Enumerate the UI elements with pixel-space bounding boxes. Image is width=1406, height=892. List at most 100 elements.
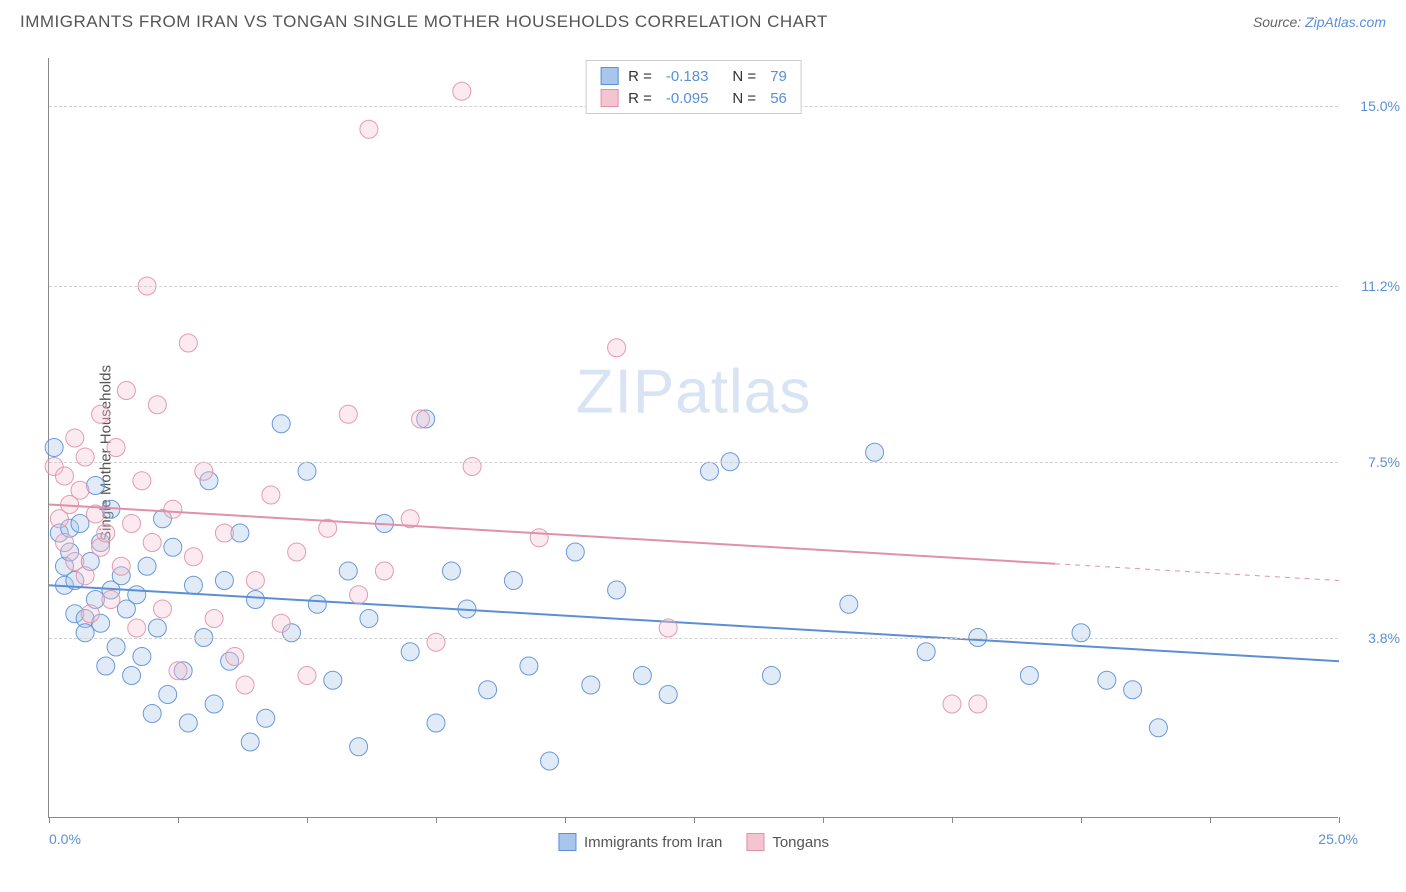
- data-point: [45, 439, 63, 457]
- data-point: [308, 595, 326, 613]
- legend-swatch-pink: [746, 833, 764, 851]
- y-tick-label: 3.8%: [1368, 630, 1400, 646]
- y-tick-label: 15.0%: [1360, 98, 1400, 114]
- data-point: [112, 557, 130, 575]
- n-label: N =: [732, 68, 756, 85]
- data-point: [427, 714, 445, 732]
- x-tick: [436, 817, 437, 823]
- data-point: [324, 671, 342, 689]
- data-point: [412, 410, 430, 428]
- data-point: [1072, 624, 1090, 642]
- data-point: [360, 610, 378, 628]
- data-point: [659, 686, 677, 704]
- x-axis-min-label: 0.0%: [49, 831, 81, 847]
- data-point: [659, 619, 677, 637]
- data-point: [1020, 667, 1038, 685]
- legend-label: Tongans: [772, 834, 829, 851]
- data-point: [123, 667, 141, 685]
- data-point: [117, 382, 135, 400]
- data-point: [55, 467, 73, 485]
- data-point: [566, 543, 584, 561]
- legend-row-series1: R = -0.183 N = 79: [600, 65, 787, 87]
- data-point: [215, 524, 233, 542]
- r-value-2: -0.095: [666, 90, 709, 107]
- data-point: [128, 586, 146, 604]
- data-point: [1149, 719, 1167, 737]
- legend-swatch-pink: [600, 89, 618, 107]
- data-point: [184, 548, 202, 566]
- data-point: [401, 643, 419, 661]
- data-point: [169, 662, 187, 680]
- trend-line-extrapolated: [1055, 564, 1339, 581]
- data-point: [71, 481, 89, 499]
- trend-line: [49, 585, 1339, 661]
- data-point: [541, 752, 559, 770]
- data-point: [148, 396, 166, 414]
- n-value-2: 56: [770, 90, 787, 107]
- data-point: [143, 705, 161, 723]
- data-point: [463, 458, 481, 476]
- data-point: [350, 738, 368, 756]
- legend-swatch-blue: [558, 833, 576, 851]
- data-point: [138, 557, 156, 575]
- data-point: [700, 462, 718, 480]
- x-tick: [307, 817, 308, 823]
- data-point: [107, 439, 125, 457]
- data-point: [453, 82, 471, 100]
- n-value-1: 79: [770, 68, 787, 85]
- data-point: [360, 120, 378, 138]
- legend-correlation: R = -0.183 N = 79 R = -0.095 N = 56: [585, 60, 802, 114]
- gridline: [49, 462, 1338, 463]
- data-point: [81, 605, 99, 623]
- legend-label: Immigrants from Iran: [584, 834, 722, 851]
- data-point: [479, 681, 497, 699]
- data-point: [272, 614, 290, 632]
- r-label: R =: [628, 68, 652, 85]
- data-point: [97, 524, 115, 542]
- chart-title: IMMIGRANTS FROM IRAN VS TONGAN SINGLE MO…: [20, 12, 828, 32]
- r-label: R =: [628, 90, 652, 107]
- gridline: [49, 286, 1338, 287]
- x-tick: [178, 817, 179, 823]
- data-point: [71, 515, 89, 533]
- x-tick: [952, 817, 953, 823]
- data-point: [76, 448, 94, 466]
- data-point: [102, 591, 120, 609]
- data-point: [262, 486, 280, 504]
- n-label: N =: [732, 90, 756, 107]
- data-point: [257, 709, 275, 727]
- data-point: [226, 648, 244, 666]
- legend-swatch-blue: [600, 67, 618, 85]
- data-point: [350, 586, 368, 604]
- x-tick: [1210, 817, 1211, 823]
- gridline: [49, 638, 1338, 639]
- data-point: [1124, 681, 1142, 699]
- data-point: [76, 567, 94, 585]
- data-point: [128, 619, 146, 637]
- data-point: [288, 543, 306, 561]
- data-point: [205, 695, 223, 713]
- y-tick-label: 7.5%: [1368, 454, 1400, 470]
- data-point: [154, 600, 172, 618]
- data-point: [1098, 671, 1116, 689]
- data-point: [164, 500, 182, 518]
- source-link[interactable]: ZipAtlas.com: [1305, 14, 1386, 30]
- data-point: [123, 515, 141, 533]
- data-point: [55, 534, 73, 552]
- x-tick: [565, 817, 566, 823]
- data-point: [298, 667, 316, 685]
- data-point: [215, 572, 233, 590]
- data-point: [762, 667, 780, 685]
- source-attribution: Source: ZipAtlas.com: [1253, 14, 1386, 30]
- y-tick-label: 11.2%: [1361, 278, 1400, 294]
- data-point: [143, 534, 161, 552]
- r-value-1: -0.183: [666, 68, 709, 85]
- data-point: [298, 462, 316, 480]
- x-tick: [49, 817, 50, 823]
- chart-container: Single Mother Households ZIPatlas R = -0…: [48, 58, 1368, 848]
- plot-area: ZIPatlas R = -0.183 N = 79 R = -0.095 N …: [48, 58, 1338, 818]
- data-point: [427, 633, 445, 651]
- data-point: [608, 581, 626, 599]
- data-point: [205, 610, 223, 628]
- data-point: [97, 657, 115, 675]
